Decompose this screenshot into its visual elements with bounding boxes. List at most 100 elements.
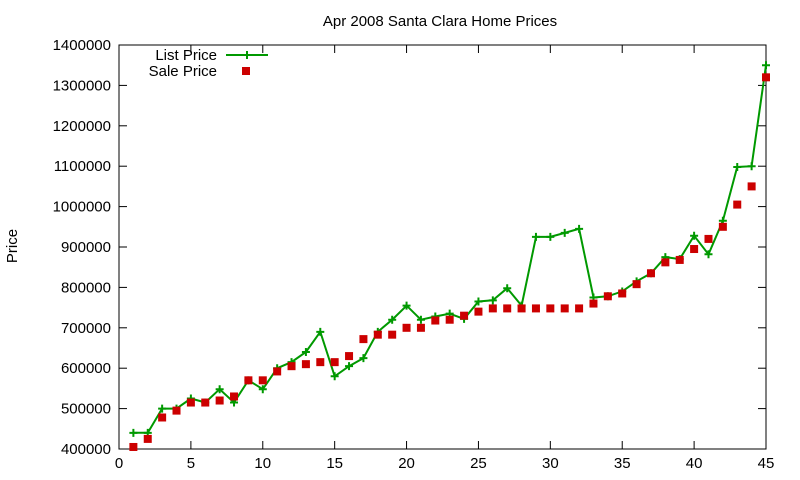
data-point-sale-price bbox=[589, 299, 598, 308]
y-tick-label: 800000 bbox=[61, 279, 111, 296]
data-point-sale-price bbox=[359, 335, 368, 344]
data-point-sale-price bbox=[416, 323, 425, 332]
data-point-sale-price bbox=[316, 358, 325, 367]
data-point-sale-price bbox=[517, 304, 526, 313]
x-tick-label: 0 bbox=[115, 455, 123, 472]
data-point-sale-price bbox=[474, 307, 483, 316]
data-point-list-price bbox=[330, 372, 339, 381]
data-point-list-price bbox=[488, 296, 497, 305]
x-tick-label: 30 bbox=[542, 455, 559, 472]
data-point-sale-price bbox=[690, 245, 699, 254]
data-point-sale-price bbox=[129, 442, 138, 451]
data-point-list-price bbox=[560, 228, 569, 237]
data-point-sale-price bbox=[273, 367, 282, 376]
data-point-sale-price bbox=[445, 315, 454, 324]
y-tick-label: 1200000 bbox=[53, 118, 111, 135]
data-point-sale-price bbox=[603, 292, 612, 301]
plot-area: 400000 500000 600000 700000 800000 900000 1000… bbox=[53, 37, 775, 472]
data-point-sale-price bbox=[531, 304, 540, 313]
legend: List Price Sale Price bbox=[149, 47, 268, 80]
data-point-list-price bbox=[215, 385, 224, 394]
x-tick-label: 20 bbox=[398, 455, 415, 472]
legend-swatch-sale-price bbox=[242, 67, 250, 75]
data-point-sale-price bbox=[546, 304, 555, 313]
data-point-list-price bbox=[402, 301, 411, 310]
data-point-sale-price bbox=[503, 304, 512, 313]
data-point-sale-price bbox=[460, 311, 469, 320]
data-point-list-price bbox=[690, 231, 699, 240]
data-point-list-price bbox=[129, 428, 138, 437]
data-point-list-price bbox=[158, 404, 167, 413]
data-point-sale-price bbox=[330, 358, 339, 367]
data-point-list-price bbox=[474, 297, 483, 306]
y-tick-label: 500000 bbox=[61, 401, 111, 418]
x-tick-label: 5 bbox=[187, 455, 195, 472]
data-point-list-price bbox=[301, 348, 310, 357]
data-point-list-price bbox=[733, 163, 742, 172]
legend-plus-mark bbox=[243, 51, 251, 59]
data-point-list-price bbox=[359, 354, 368, 363]
data-point-list-price bbox=[747, 162, 756, 171]
data-point-list-price bbox=[575, 224, 584, 233]
data-point-list-price bbox=[416, 315, 425, 324]
series-line-list-price bbox=[133, 65, 767, 434]
data-point-sale-price bbox=[287, 362, 296, 371]
data-point-list-price bbox=[258, 385, 267, 394]
data-point-sale-price bbox=[158, 413, 167, 422]
data-point-sale-price bbox=[172, 406, 181, 415]
y-tick-label: 1400000 bbox=[53, 37, 111, 54]
data-point-sale-price bbox=[230, 392, 239, 401]
y-tick-label: 1000000 bbox=[53, 199, 111, 216]
x-tick-label: 25 bbox=[470, 455, 487, 472]
data-point-sale-price bbox=[575, 304, 584, 313]
x-tick-label: 45 bbox=[758, 455, 775, 472]
data-point-sale-price bbox=[632, 280, 641, 289]
data-point-sale-price bbox=[747, 182, 756, 191]
data-point-list-price bbox=[345, 362, 354, 371]
data-point-sale-price bbox=[244, 376, 253, 385]
y-tick-label: 600000 bbox=[61, 360, 111, 377]
legend-marker-list-price bbox=[243, 51, 251, 59]
x-tick-label: 40 bbox=[686, 455, 703, 472]
y-axis-label: Price bbox=[4, 229, 21, 263]
legend-label-sale-price: Sale Price bbox=[149, 63, 217, 80]
data-point-sale-price bbox=[704, 234, 713, 243]
y-tick-label: 900000 bbox=[61, 239, 111, 256]
data-point-sale-price bbox=[661, 258, 670, 267]
data-point-sale-price bbox=[488, 304, 497, 313]
data-point-sale-price bbox=[431, 316, 440, 325]
chart-title: Apr 2008 Santa Clara Home Prices bbox=[323, 13, 557, 30]
y-tick-label: 700000 bbox=[61, 320, 111, 337]
data-point-sale-price bbox=[675, 255, 684, 264]
y-tick-label: 1100000 bbox=[54, 158, 111, 175]
data-point-sale-price bbox=[373, 330, 382, 339]
legend-label-list-price: List Price bbox=[155, 47, 217, 64]
y-tick-label: 400000 bbox=[61, 441, 111, 458]
data-point-sale-price bbox=[560, 304, 569, 313]
data-point-sale-price bbox=[618, 289, 627, 298]
data-point-sale-price bbox=[215, 396, 224, 405]
data-point-sale-price bbox=[345, 352, 354, 361]
data-point-list-price bbox=[546, 232, 555, 241]
data-point-sale-price bbox=[402, 323, 411, 332]
data-point-sale-price bbox=[201, 398, 210, 407]
data-point-sale-price bbox=[258, 376, 267, 385]
data-point-sale-price bbox=[762, 73, 770, 82]
data-point-sale-price bbox=[388, 330, 397, 339]
data-point-list-price bbox=[316, 327, 325, 336]
data-point-list-price bbox=[704, 250, 713, 259]
data-point-list-price bbox=[503, 284, 512, 293]
data-point-sale-price bbox=[301, 360, 310, 369]
data-point-list-price bbox=[388, 315, 397, 324]
data-point-sale-price bbox=[718, 222, 727, 231]
data-point-sale-price bbox=[186, 398, 195, 407]
x-tick-label: 35 bbox=[614, 455, 631, 472]
data-point-sale-price bbox=[646, 269, 655, 278]
x-tick-label: 10 bbox=[254, 455, 271, 472]
y-tick-label: 1300000 bbox=[53, 77, 111, 94]
data-point-list-price bbox=[762, 61, 770, 70]
data-point-list-price bbox=[531, 232, 540, 241]
x-tick-label: 15 bbox=[326, 455, 343, 472]
data-point-sale-price bbox=[143, 434, 152, 443]
